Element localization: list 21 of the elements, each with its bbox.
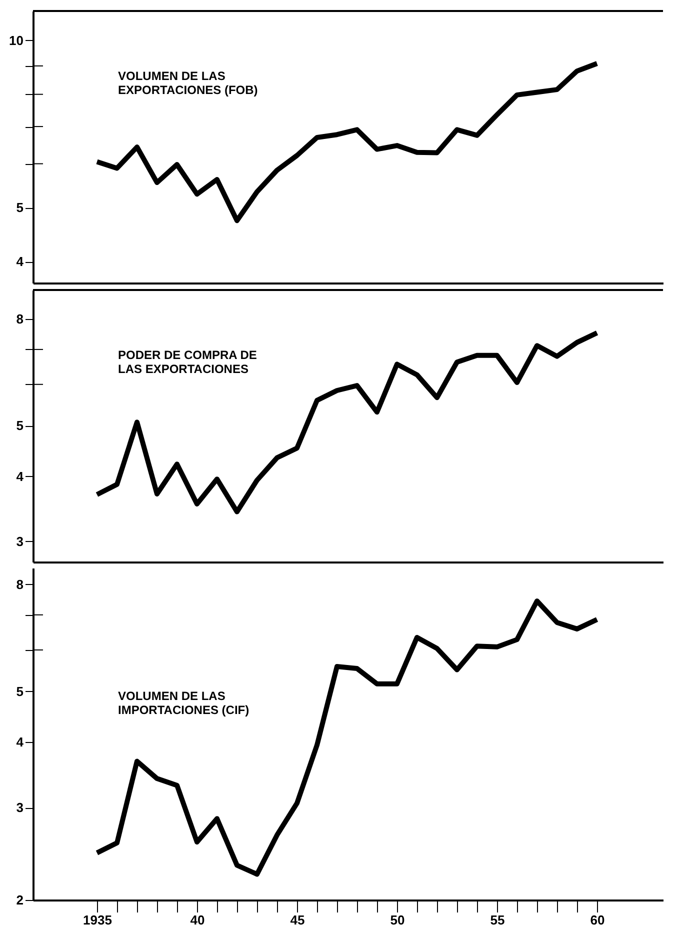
y-tick-label: 3 — [16, 800, 24, 816]
x-tick-label: 40 — [190, 912, 205, 928]
y-tick-label: 8 — [16, 576, 24, 592]
x-tick-label: 45 — [290, 912, 305, 928]
y-tick-label: 4 — [16, 468, 24, 484]
text: VOLUMEN DE LAS EXPORTACIONES (FOB) — [118, 68, 258, 97]
y-tick-label: 10 — [9, 32, 24, 48]
y-tick-label: 4 — [16, 734, 24, 750]
text: VOLUMEN DE LAS IMPORTACIONES (CIF) — [118, 688, 250, 717]
x-tick-label: 1935 — [83, 912, 112, 928]
y-tick-label: 5 — [16, 684, 24, 699]
x-tick-label: 60 — [590, 912, 605, 928]
x-tick-label: 50 — [390, 912, 405, 928]
y-tick-label: 3 — [16, 534, 24, 549]
x-tick-label: 55 — [490, 912, 505, 928]
y-tick-label: 2 — [16, 892, 24, 908]
y-tick-label: 4 — [16, 254, 24, 270]
y-tick-label: 5 — [16, 200, 24, 216]
text: PODER DE COMPRA DE LAS EXPORTACIONES — [118, 348, 257, 376]
y-tick-label: 5 — [16, 418, 24, 434]
y-tick-label: 8 — [16, 312, 24, 327]
